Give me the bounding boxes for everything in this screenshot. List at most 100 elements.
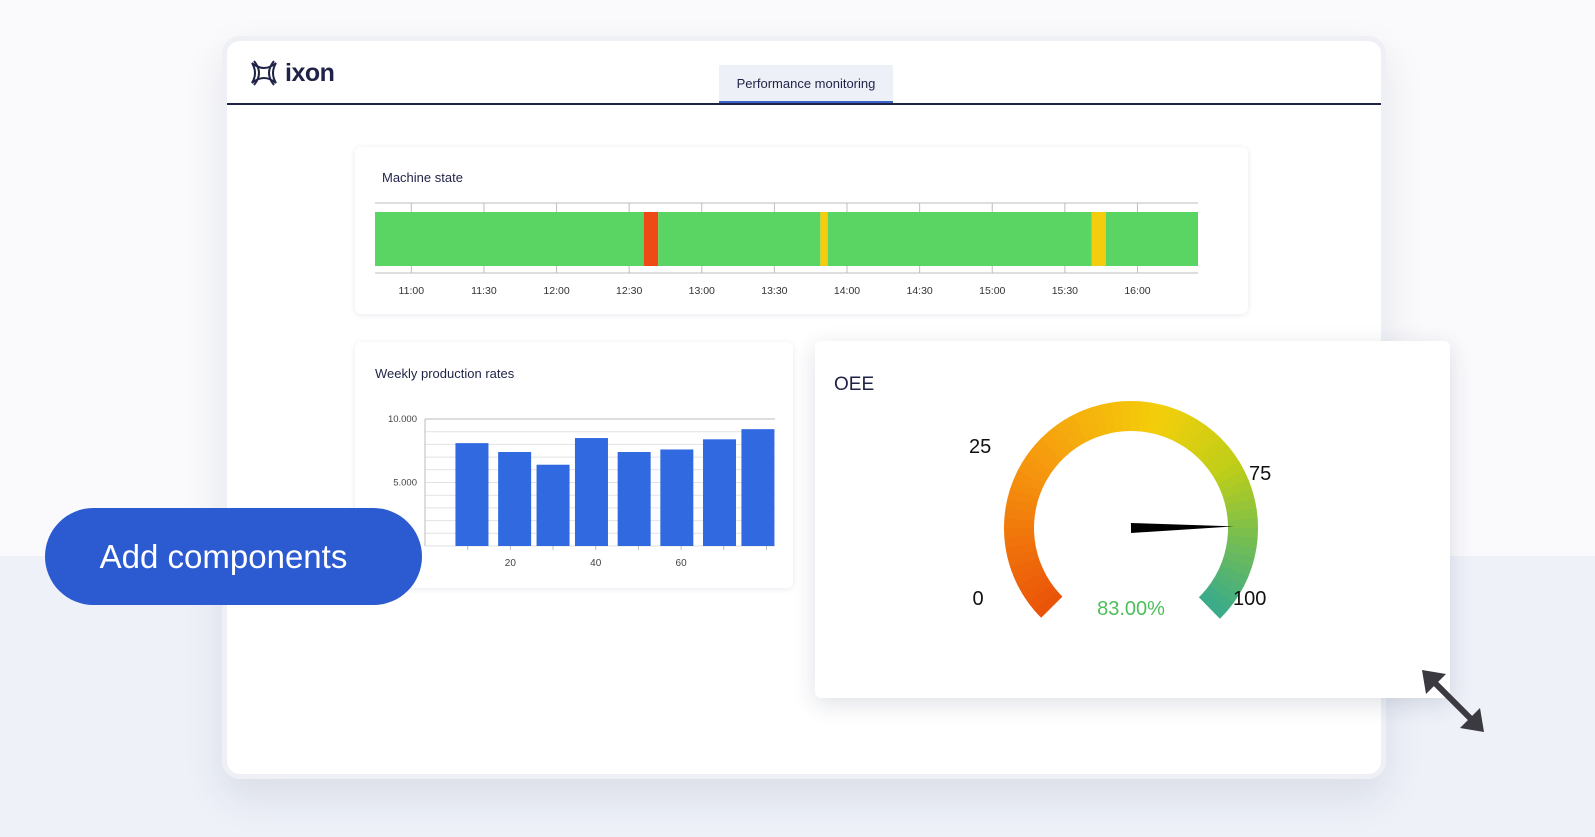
gauge-arc-segment xyxy=(1138,401,1153,433)
top-bar: ixon Performance monitoring xyxy=(227,41,1381,105)
gauge-needle xyxy=(1130,523,1234,533)
gauge-arc-segment xyxy=(1007,549,1039,568)
gauge-arc-segment xyxy=(1213,572,1245,596)
bar xyxy=(703,439,737,546)
gauge-arc-segment xyxy=(1013,564,1045,586)
add-components-button[interactable]: Add components xyxy=(45,508,422,605)
machine-state-card: Machine state 11:00 11:30 12:00 12:30 13:00 1… xyxy=(355,147,1248,314)
gauge-arc-segment xyxy=(1153,404,1172,437)
gauge-arc-segment xyxy=(1041,430,1069,460)
gauge-arc-segment xyxy=(1010,478,1042,499)
gauge-scale-label: 25 xyxy=(969,436,991,458)
gauge-arc-segment xyxy=(1017,460,1049,484)
gauge-arc-segment xyxy=(1168,410,1190,443)
gauge-arc-segment xyxy=(1048,424,1075,455)
gauge-arc-segment xyxy=(1027,584,1058,611)
gauge-arc-segment xyxy=(1220,557,1252,578)
x-tick-label: 20 xyxy=(505,558,517,569)
gauge-arc-segment xyxy=(1227,518,1258,530)
gauge-arc-segment xyxy=(1175,414,1199,446)
timeline-tick-label: 11:30 xyxy=(471,285,497,297)
gauge-arc-segment xyxy=(1217,470,1249,492)
y-tick-label: 5.000 xyxy=(393,478,417,489)
gauge-arc-segment xyxy=(1091,404,1110,436)
gauge-value-text: 83.00% xyxy=(1097,598,1165,620)
bar xyxy=(498,452,532,546)
gauge-arc-segment xyxy=(1220,479,1253,499)
oee-gauge: 0 25 75 100 83.00% xyxy=(969,401,1271,620)
gauge-arc-segment xyxy=(1146,402,1162,434)
gauge-arc-segment xyxy=(1216,565,1249,587)
gauge-arc-segment xyxy=(1160,407,1181,439)
weekly-production-title: Weekly production rates xyxy=(375,366,515,381)
bar xyxy=(617,452,651,546)
gauge-arc-segment xyxy=(1017,571,1049,595)
bar xyxy=(660,449,694,546)
timeline-tick-label: 12:30 xyxy=(616,285,642,297)
timeline-tick-label: 13:30 xyxy=(761,285,787,297)
ixon-logo-icon xyxy=(251,60,277,86)
gauge-arc-segment xyxy=(1226,508,1258,522)
timeline-tick-label: 15:00 xyxy=(979,285,1005,297)
gauge-arc-segment xyxy=(1188,425,1215,455)
timeline-tick-label: 12:00 xyxy=(543,285,569,297)
gauge-arc-segment xyxy=(1004,506,1036,521)
gauge-arc-segment xyxy=(1226,535,1258,550)
gauge-arc-segment xyxy=(1193,431,1222,461)
gauge-arc-segment xyxy=(1223,488,1255,507)
timeline-tick-label: 14:00 xyxy=(834,285,860,297)
gauge-arc-segment xyxy=(1064,414,1088,446)
timeline-tick-label: 16:00 xyxy=(1124,285,1150,297)
tab-performance-monitoring[interactable]: Performance monitoring xyxy=(719,65,893,103)
bar xyxy=(536,464,570,546)
gauge-arc-segment xyxy=(1199,438,1229,466)
ixon-logo: ixon xyxy=(248,57,335,89)
weekly-production-card: Weekly production rates 10.000 5.000 20 40 6… xyxy=(355,342,793,588)
logo-text: ixon xyxy=(285,58,335,87)
gauge-arc-segment xyxy=(1181,419,1207,451)
gauge-arc-segment xyxy=(1111,401,1125,433)
y-tick-label: 10.000 xyxy=(388,414,417,425)
gauge-arc-segment xyxy=(1204,585,1234,612)
x-tick-label: 40 xyxy=(590,558,602,569)
state-segment-running xyxy=(375,212,644,266)
gauge-arc-segment xyxy=(1225,543,1257,559)
oee-card: OEE 0 25 75 100 83.00% xyxy=(815,341,1450,698)
gauge-arc-segment xyxy=(1005,497,1037,513)
gauge-arc-segment xyxy=(1204,445,1235,472)
machine-state-title: Machine state xyxy=(382,170,463,185)
gauge-arc-segment xyxy=(1034,437,1064,466)
gauge-arc-segment xyxy=(1213,461,1245,485)
bar xyxy=(574,438,608,546)
timeline-tick-label: 15:30 xyxy=(1052,285,1078,297)
bar xyxy=(741,429,775,546)
gauge-arc-segment xyxy=(1013,469,1046,491)
gauge-arc-segment xyxy=(1007,487,1040,506)
gauge-arc-segment xyxy=(1033,590,1063,618)
gauge-arc-segment xyxy=(1022,452,1054,478)
state-segment-running xyxy=(827,212,1092,266)
gauge-scale-label: 0 xyxy=(972,588,983,610)
gauge-arc-segment xyxy=(1222,550,1255,569)
machine-state-timeline: 11:00 11:30 12:00 12:30 13:00 13:30 14:00 14:30… xyxy=(375,202,1198,297)
oee-title: OEE xyxy=(834,374,875,395)
x-tick-label: 60 xyxy=(676,558,688,569)
gauge-arc-segment xyxy=(1056,419,1082,450)
timeline-tick-label: 11:00 xyxy=(399,285,425,297)
gauge-arc-segment xyxy=(1082,406,1102,439)
state-segment-running xyxy=(1106,212,1198,266)
weekly-production-chart: 10.000 5.000 20 40 60 xyxy=(388,414,775,569)
state-segment-idle xyxy=(820,212,828,266)
gauge-arc-segment xyxy=(1022,577,1053,603)
gauge-arc-segment xyxy=(1208,578,1240,604)
gauge-scale-label: 75 xyxy=(1249,463,1271,485)
resize-arrow-icon[interactable] xyxy=(1422,670,1484,732)
gauge-scale-label: 100 xyxy=(1233,588,1266,610)
state-segment-stopped xyxy=(643,212,659,266)
gauge-arc-segment xyxy=(1198,590,1228,619)
gauge-arc-segment xyxy=(1028,444,1058,471)
timeline-tick-label: 13:00 xyxy=(689,285,715,297)
gauge-arc-segment xyxy=(1009,557,1042,577)
state-segment-idle xyxy=(1091,212,1107,266)
gauge-arc-segment xyxy=(1209,453,1240,479)
